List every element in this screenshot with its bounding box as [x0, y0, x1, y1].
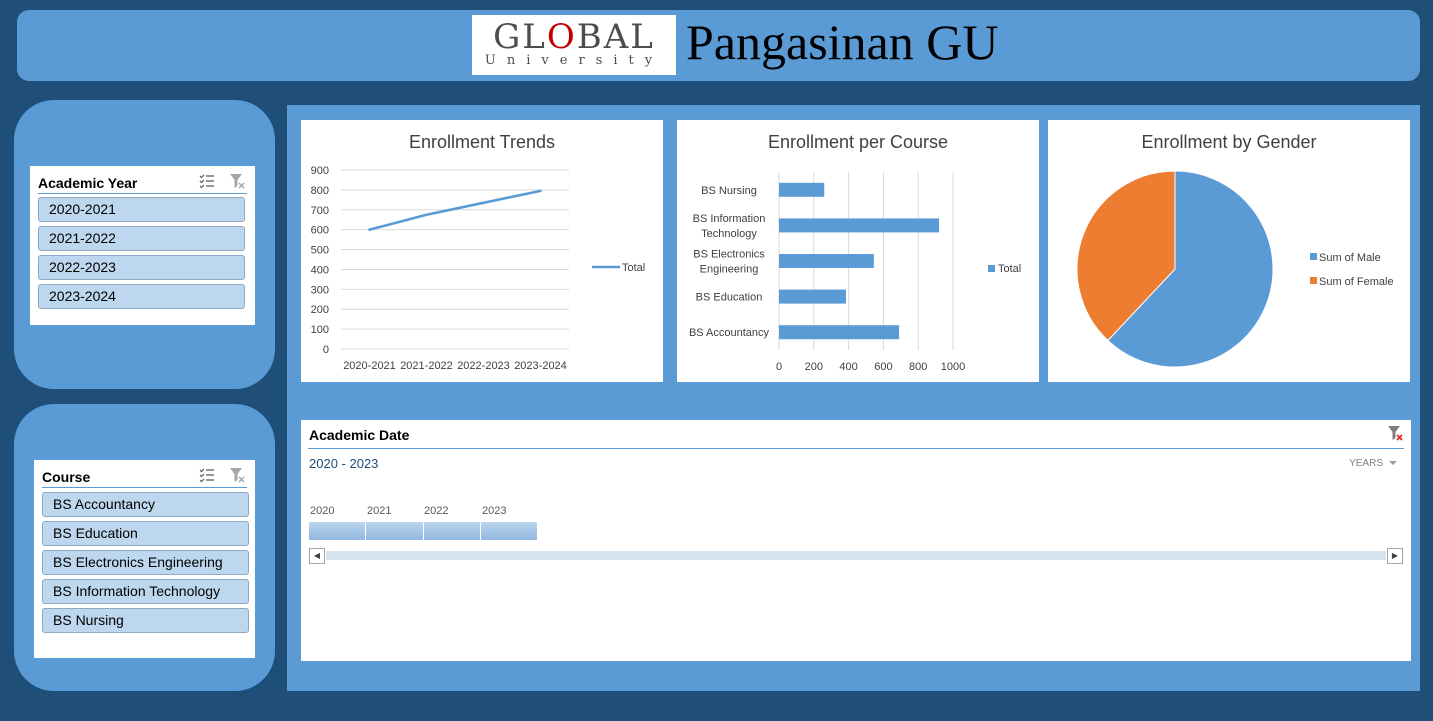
timeline-year-label: 2020 — [310, 505, 335, 517]
pie-slice — [1076, 170, 1176, 342]
scroll-right-button[interactable]: ▶ — [1387, 548, 1403, 564]
legend-label: Total — [998, 263, 1021, 275]
legend-label: Sum of Male — [1319, 252, 1381, 264]
y-tick-label: 900 — [311, 165, 329, 177]
slicer-header: Academic Year — [38, 170, 247, 194]
timeline-year-label: 2021 — [367, 505, 392, 517]
bar — [779, 289, 846, 304]
category-label: BS Education — [696, 292, 763, 304]
timeline-year-label: 2023 — [482, 505, 507, 517]
enrollment-by-gender-chart[interactable]: Enrollment by Gender Sum of Male Sum of F… — [1048, 120, 1410, 382]
y-tick-label: 700 — [311, 205, 329, 217]
pie-slice — [1107, 170, 1274, 368]
logo-word-part: GL — [493, 17, 547, 57]
category-label: BS Accountancy — [689, 327, 770, 339]
timeline-level-dropdown[interactable]: YEARS — [1349, 458, 1397, 469]
x-tick-label: 2020-2021 — [343, 360, 396, 372]
pie-chart-svg: Sum of Male Sum of Female — [1076, 170, 1394, 368]
x-tick-label: 0 — [776, 361, 782, 373]
slicer-item-2021-2022[interactable]: 2021-2022 — [38, 226, 245, 251]
x-tick-label: 2023-2024 — [514, 360, 567, 372]
timeline-title: Academic Date — [309, 427, 410, 443]
scrollbar-track[interactable] — [326, 551, 1386, 560]
clear-filter-icon[interactable] — [1387, 425, 1403, 441]
y-tick-label: 400 — [311, 264, 329, 276]
chevron-down-icon — [1389, 461, 1397, 466]
category-label: Technology — [701, 228, 757, 240]
slicer-item-bs-nursing[interactable]: BS Nursing — [42, 608, 249, 633]
timeline-year-label: 2022 — [424, 505, 449, 517]
slicer-item-2020-2021[interactable]: 2020-2021 — [38, 197, 245, 222]
timeline-selected-range: 2020 - 2023 — [309, 456, 379, 471]
timeline-year-segment[interactable] — [423, 522, 481, 540]
category-label: BS Nursing — [701, 185, 757, 197]
bar-chart-svg: 0 200 400 600 800 1000 BS Nursing BS Informatio… — [689, 172, 1021, 373]
x-tick-label: 600 — [874, 361, 892, 373]
chart-title: Enrollment by Gender — [1141, 132, 1317, 152]
x-tick-label: 2021-2022 — [400, 360, 453, 372]
timeline-selection-bar[interactable] — [309, 522, 538, 540]
x-tick-label: 400 — [839, 361, 857, 373]
bar — [779, 254, 874, 268]
category-label: Engineering — [700, 264, 759, 276]
x-tick-label: 800 — [909, 361, 927, 373]
category-label: BS Information — [693, 213, 766, 225]
university-logo: GLOBAL University — [472, 15, 676, 75]
logo-word-part: BAL — [576, 17, 655, 57]
clear-filter-icon[interactable] — [229, 467, 245, 483]
series-line — [368, 189, 542, 231]
timeline-level-label: YEARS — [1349, 458, 1383, 469]
bar — [779, 182, 825, 197]
logo-wordmark: GLOBAL — [478, 18, 670, 56]
scroll-left-button[interactable]: ◀ — [309, 548, 325, 564]
chart-title: Enrollment per Course — [767, 132, 949, 152]
page-title: Pangasinan GU — [686, 14, 999, 70]
logo-word-part: O — [546, 17, 577, 57]
slicer-title: Academic Year — [38, 175, 138, 191]
slicer-item-bs-electronics-engineering[interactable]: BS Electronics Engineering — [42, 550, 249, 575]
timeline-year-segment[interactable] — [480, 522, 538, 540]
timeline-scrollbar[interactable]: ◀ ▶ — [309, 548, 1403, 564]
y-tick-label: 600 — [311, 225, 329, 237]
x-tick-label: 1000 — [941, 361, 965, 373]
y-tick-label: 800 — [311, 185, 329, 197]
slicer-item-2023-2024[interactable]: 2023-2024 — [38, 284, 245, 309]
timeline-year-segment[interactable] — [366, 522, 424, 540]
timeline-year-segment[interactable] — [309, 522, 367, 540]
legend-swatch — [1310, 253, 1317, 260]
slicer-item-bs-accountancy[interactable]: BS Accountancy — [42, 492, 249, 517]
slicer-item-2022-2023[interactable]: 2022-2023 — [38, 255, 245, 280]
chart-title: Enrollment Trends — [408, 132, 556, 152]
legend-label: Sum of Female — [1319, 276, 1394, 288]
academic-year-slicer: Academic Year 2020-2021 2021-2022 2022-2… — [30, 166, 255, 325]
enrollment-trends-chart[interactable]: Enrollment Trends 0 100 200 300 400 500 600 700… — [301, 120, 663, 382]
line-chart-svg: 0 100 200 300 400 500 600 700 800 900 2020-2021 202… — [311, 165, 646, 372]
clear-filter-icon[interactable] — [229, 173, 245, 189]
bar — [779, 218, 940, 233]
slicer-title: Course — [42, 469, 91, 485]
multi-select-icon[interactable] — [199, 173, 215, 189]
slicer-header: Course — [42, 464, 247, 488]
enrollment-per-course-chart[interactable]: Enrollment per Course 0 200 400 600 800 1000 B… — [677, 120, 1039, 382]
y-tick-label: 500 — [311, 245, 329, 257]
y-tick-label: 0 — [323, 344, 329, 356]
course-slicer: Course BS Accountancy BS Education BS El… — [34, 460, 255, 658]
logo-subtitle: University — [484, 53, 664, 68]
category-label: BS Electronics — [693, 249, 765, 261]
legend-label: Total — [622, 262, 645, 274]
header-banner — [17, 10, 1420, 81]
y-tick-label: 200 — [311, 304, 329, 316]
timeline-header-rule — [308, 448, 1404, 449]
academic-date-timeline: Academic Date 2020 - 2023 YEARS 2020 202… — [301, 420, 1411, 661]
slicer-item-bs-education[interactable]: BS Education — [42, 521, 249, 546]
legend-swatch — [1310, 277, 1317, 284]
y-tick-label: 300 — [311, 284, 329, 296]
y-tick-label: 100 — [311, 324, 329, 336]
legend-swatch — [988, 265, 995, 272]
x-tick-label: 2022-2023 — [457, 360, 510, 372]
x-tick-label: 200 — [805, 361, 823, 373]
slicer-item-bs-information-technology[interactable]: BS Information Technology — [42, 579, 249, 604]
bar — [779, 325, 900, 340]
multi-select-icon[interactable] — [199, 467, 215, 483]
